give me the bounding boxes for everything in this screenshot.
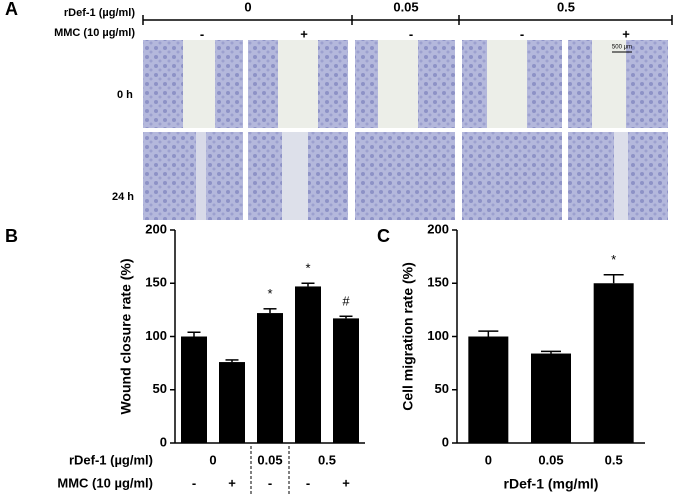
bar [181,336,207,443]
x-tick-label: 0.5 [605,452,623,467]
bar [333,318,359,443]
y-tick-label: 200 [145,221,167,236]
bar [295,286,321,443]
x-tick-label: 0.05 [538,452,563,467]
bar [468,336,509,443]
significance-mark: # [342,294,350,309]
panel-label: B [5,226,18,246]
mmc-sign: + [622,26,630,41]
x-tick-label: - [192,475,196,490]
bar [257,313,283,443]
x-tick-label: + [228,475,236,490]
y-tick-label: 50 [153,381,167,396]
group-label: 0 [209,452,216,467]
y-tick-label: 150 [145,275,167,290]
row-label: MMC (10 µg/ml) [54,27,135,39]
y-tick-label: 100 [145,328,167,343]
y-tick-label: 150 [427,275,449,290]
time-label: 24 h [112,191,134,203]
y-tick-label: 200 [427,221,449,236]
group-label: 0.5 [318,452,336,467]
group-bracket [142,15,673,25]
y-axis-label: Wound closure rate (%) [118,258,134,414]
x-tick-label: - [306,475,310,490]
x-tick-label: + [342,475,350,490]
y-tick-label: 50 [435,381,449,396]
panel-label: A [5,0,18,19]
mmc-sign: + [300,26,308,41]
mmc-sign: - [409,26,413,41]
x-row-label: MMC (10 µg/ml) [57,475,153,490]
significance-mark: * [305,261,310,276]
y-tick-label: 100 [427,328,449,343]
y-tick-label: 0 [442,434,449,449]
x-row-label: rDef-1 (µg/ml) [69,452,153,467]
group-label: 0.05 [393,0,418,14]
y-tick-label: 0 [160,434,167,449]
mmc-sign: - [200,26,204,41]
bar [219,362,245,443]
group-label: 0.05 [257,452,282,467]
bar [531,353,571,443]
x-axis-label: rDef-1 (mg/ml) [504,476,599,492]
y-axis-label: Cell migration rate (%) [400,262,416,411]
time-label: 0 h [117,89,133,101]
group-label: 0 [244,0,251,14]
group-label: 0.5 [557,0,575,14]
x-tick-label: 0 [485,452,492,467]
significance-mark: * [611,252,616,267]
scale-bar-label: 500 μm [612,45,632,51]
x-tick-label: - [268,475,272,490]
mmc-sign: - [520,26,524,41]
panel-label: C [377,226,390,246]
micrographs [143,40,668,220]
row-label: rDef-1 (µg/ml) [64,7,135,19]
significance-mark: * [267,286,272,301]
bar [593,283,634,443]
